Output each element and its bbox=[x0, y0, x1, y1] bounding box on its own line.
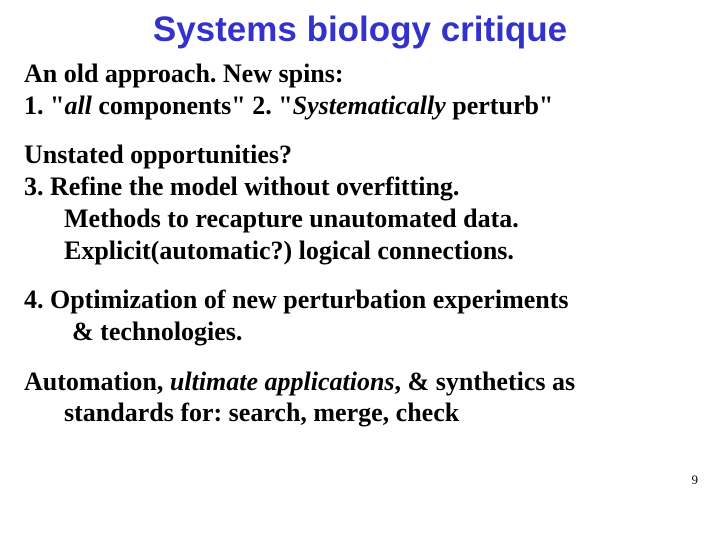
b2-l2: 3. Refine the model without overfitting. bbox=[24, 172, 459, 201]
b4-l2: standards for: search, merge, check bbox=[64, 398, 459, 427]
b2-l4: Explicit(automatic?) logical connections… bbox=[64, 236, 514, 265]
line-2a: 1. " bbox=[24, 91, 64, 120]
b3-l1: 4. Optimization of new perturbation expe… bbox=[24, 285, 569, 314]
slide: Systems biology critique An old approach… bbox=[0, 0, 720, 540]
line-2d: Systematically bbox=[293, 91, 446, 120]
block-3: 4. Optimization of new perturbation expe… bbox=[24, 284, 696, 347]
slide-title: Systems biology critique bbox=[24, 10, 696, 50]
b4-l1b: ultimate applications bbox=[170, 367, 395, 396]
b4-l1c: , & synthetics as bbox=[395, 367, 576, 396]
line-2e: perturb" bbox=[446, 91, 554, 120]
b3-l2: & technologies. bbox=[72, 317, 242, 346]
block-1: An old approach. New spins: 1. "all comp… bbox=[24, 58, 696, 121]
b2-l3: Methods to recapture unautomated data. bbox=[64, 204, 519, 233]
b2-l1: Unstated opportunities? bbox=[24, 140, 292, 169]
block-4: Automation, ultimate applications, & syn… bbox=[24, 366, 696, 429]
line-2b: all bbox=[64, 91, 91, 120]
block-2: Unstated opportunities? 3. Refine the mo… bbox=[24, 139, 696, 266]
line-1a: An old approach. New spins: bbox=[24, 59, 344, 88]
b4-l1a: Automation, bbox=[24, 367, 170, 396]
page-number: 9 bbox=[692, 472, 699, 488]
line-2c: components" 2. " bbox=[92, 91, 293, 120]
